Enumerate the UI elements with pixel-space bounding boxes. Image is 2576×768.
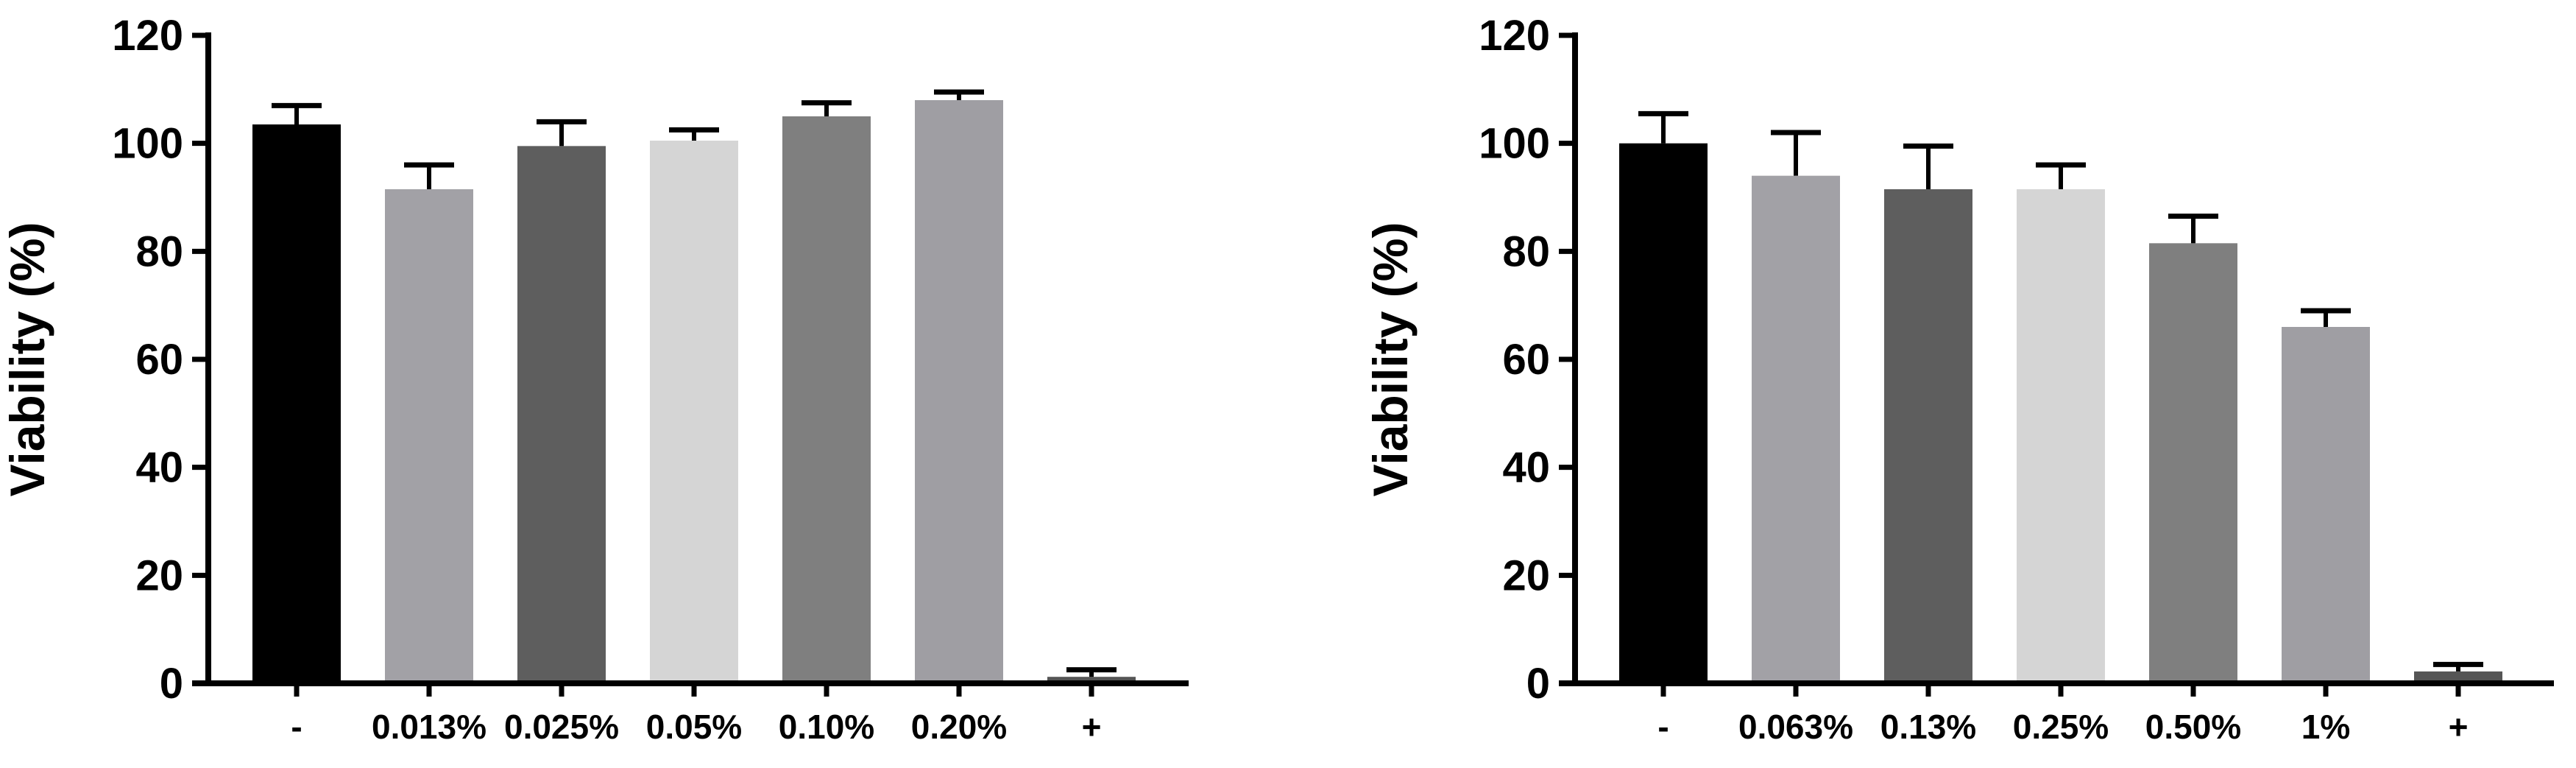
bar-1 <box>1752 175 1840 683</box>
x-tick-label-6: + <box>2449 708 2469 746</box>
bar-6 <box>2414 671 2502 683</box>
bar-2 <box>1884 189 1972 683</box>
y-tick-label-20: 20 <box>1502 552 1550 599</box>
bar-0 <box>252 124 341 683</box>
y-tick-label-20: 20 <box>135 552 183 599</box>
bar-5 <box>915 100 1003 683</box>
bar-2 <box>517 146 606 684</box>
x-tick-label-1: 0.013% <box>372 708 486 746</box>
y-tick-label-60: 60 <box>1502 336 1550 384</box>
y-tick-label-40: 40 <box>135 444 183 492</box>
bar-3 <box>650 141 738 683</box>
x-tick-label-1: 0.063% <box>1738 708 1853 746</box>
y-tick-label-80: 80 <box>1502 228 1550 275</box>
y-tick-label-80: 80 <box>135 228 183 275</box>
chart-panel-right: 0 20 40 60 80 100 120 - 0.063% 0.13% 0.25% 0.50% 1% +… <box>1363 12 2554 746</box>
bar-6 <box>1047 677 1136 683</box>
x-tick-label-2: 0.025% <box>504 708 619 746</box>
y-tick-label-40: 40 <box>1502 444 1550 492</box>
y-tick-label-100: 100 <box>1479 120 1550 168</box>
x-tick-label-4: 0.50% <box>2145 708 2241 746</box>
y-tick-label-100: 100 <box>112 120 183 168</box>
y-tick-label-60: 60 <box>135 336 183 384</box>
y-axis-title: Viability (%) <box>1363 222 1418 497</box>
x-tick-label-4: 0.10% <box>779 708 874 746</box>
x-tick-label-5: 1% <box>2301 708 2350 746</box>
bar-5 <box>2282 327 2370 683</box>
bar-4 <box>2149 243 2237 683</box>
y-tick-label-120: 120 <box>112 12 183 60</box>
x-tick-label-3: 0.05% <box>646 708 742 746</box>
x-tick-label-2: 0.13% <box>1880 708 1976 746</box>
chart-panel-left: 0 20 40 60 80 100 120 - 0.013% 0.025% 0.05% 0.10% 0.… <box>0 12 1189 746</box>
x-tick-label-3: 0.25% <box>2013 708 2109 746</box>
y-tick-label-0: 0 <box>1526 660 1550 708</box>
y-tick-label-120: 120 <box>1479 12 1550 60</box>
y-tick-label-0: 0 <box>160 660 183 708</box>
x-tick-label-5: 0.20% <box>911 708 1007 746</box>
bar-0 <box>1619 143 1708 683</box>
bar-3 <box>2017 189 2105 683</box>
x-tick-label-6: + <box>1082 708 1102 746</box>
bar-1 <box>385 189 473 683</box>
x-tick-label-0: - <box>1657 708 1669 746</box>
y-axis-title: Viability (%) <box>0 222 54 497</box>
bar-4 <box>782 116 871 683</box>
x-tick-label-0: - <box>291 708 302 746</box>
